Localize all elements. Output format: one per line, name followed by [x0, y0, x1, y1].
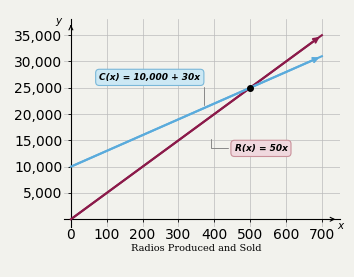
Text: R(x) = 50x: R(x) = 50x [211, 139, 287, 153]
Text: Radios Produced and Sold: Radios Produced and Sold [131, 244, 262, 253]
Text: C(x) = 10,000 + 30x: C(x) = 10,000 + 30x [99, 73, 204, 106]
Text: y: y [55, 16, 61, 25]
Text: x: x [337, 221, 343, 231]
